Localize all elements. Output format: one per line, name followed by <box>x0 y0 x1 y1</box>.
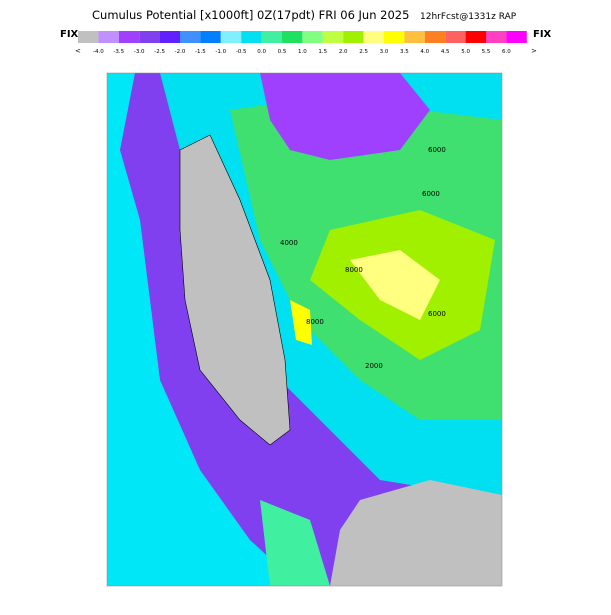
colorbar-swatch <box>200 31 221 43</box>
colorbar-label: 2.0 <box>339 49 348 55</box>
colorbar-label: 3.0 <box>380 49 389 55</box>
map: 6000 8000 6000 8000 6000 4000 2000 <box>106 72 503 587</box>
colorbar-label: 0.0 <box>257 49 266 55</box>
colorbar-label: 5.5 <box>482 49 491 55</box>
region-north-purple <box>260 73 430 160</box>
contour-label: 2000 <box>365 362 383 370</box>
contour-label: 6000 <box>428 310 446 318</box>
colorbar-label: 3.5 <box>400 49 409 55</box>
fix-right: FIX <box>533 29 552 40</box>
colorbar-label: -1.0 <box>215 49 226 55</box>
colorbar-swatch <box>159 31 180 43</box>
region-yellow2 <box>290 300 312 345</box>
colorbar-swatch <box>139 31 160 43</box>
region-yellow <box>350 250 440 320</box>
colorbar-label: -2.5 <box>154 49 165 55</box>
less-arrow: < <box>75 47 81 55</box>
map-frame <box>106 72 503 587</box>
colorbar-swatch <box>118 31 140 43</box>
colorbar-swatch <box>424 31 446 43</box>
colorbar-swatch <box>506 31 527 43</box>
colorbar-swatch <box>241 31 262 43</box>
contour-label: 8000 <box>345 266 363 274</box>
colorbar-swatch <box>404 31 425 43</box>
colorbar-label: 4.0 <box>420 49 429 55</box>
colorbar-swatch <box>343 31 364 43</box>
colorbar-swatch <box>282 31 303 43</box>
colorbar-label: -3.0 <box>134 49 145 55</box>
colorbar-swatch <box>302 31 323 43</box>
southeast-desert <box>330 480 502 586</box>
title: Cumulus Potential [x1000ft] 0Z(17pdt) FR… <box>92 8 409 22</box>
colorbar-swatch <box>445 31 466 43</box>
colorbar-swatch <box>261 31 282 43</box>
fix-left: FIX <box>60 29 79 40</box>
colorbar-label: 6.0 <box>502 49 511 55</box>
colorbar-label: 0.5 <box>278 49 287 55</box>
colorbar-label: -2.0 <box>175 49 186 55</box>
southwest-green <box>260 500 330 586</box>
colorbar-swatch <box>486 31 507 43</box>
contour-label: 6000 <box>422 190 440 198</box>
contour-label: 6000 <box>428 146 446 154</box>
colorbar-swatch <box>322 31 344 43</box>
colorbar-label: -0.5 <box>236 49 247 55</box>
colorbar-label: -3.5 <box>113 49 124 55</box>
colorbar-swatch <box>78 31 99 43</box>
more-arrow: > <box>531 47 537 55</box>
colorbar-swatch <box>180 31 201 43</box>
contour-label: 4000 <box>280 239 298 247</box>
colorbar-swatch <box>384 31 405 43</box>
contour-label: 8000 <box>306 318 324 326</box>
subtitle: 12hrFcst@1331z RAP <box>420 12 517 22</box>
colorbar-label: 4.5 <box>441 49 450 55</box>
colorbar-label: 1.5 <box>318 49 327 55</box>
colorbar: -4.0 -3.5 -3.0 -2.5 -2.0 -1.5 -1.0 -0.5 0.0 0.5 1.… <box>78 31 527 55</box>
colorbar-swatch <box>465 31 486 43</box>
colorbar-swatch <box>363 31 384 43</box>
colorbar-swatch <box>220 31 242 43</box>
colorbar-label: -4.0 <box>93 49 104 55</box>
colorbar-label: 2.5 <box>359 49 368 55</box>
colorbar-label: 5.0 <box>461 49 470 55</box>
colorbar-label: -1.5 <box>195 49 206 55</box>
central-valley <box>179 134 291 446</box>
contour-labels: 6000 8000 6000 8000 6000 4000 2000 <box>280 146 446 370</box>
colorbar-label: 1.0 <box>298 49 307 55</box>
colorbar-swatch <box>98 31 119 43</box>
